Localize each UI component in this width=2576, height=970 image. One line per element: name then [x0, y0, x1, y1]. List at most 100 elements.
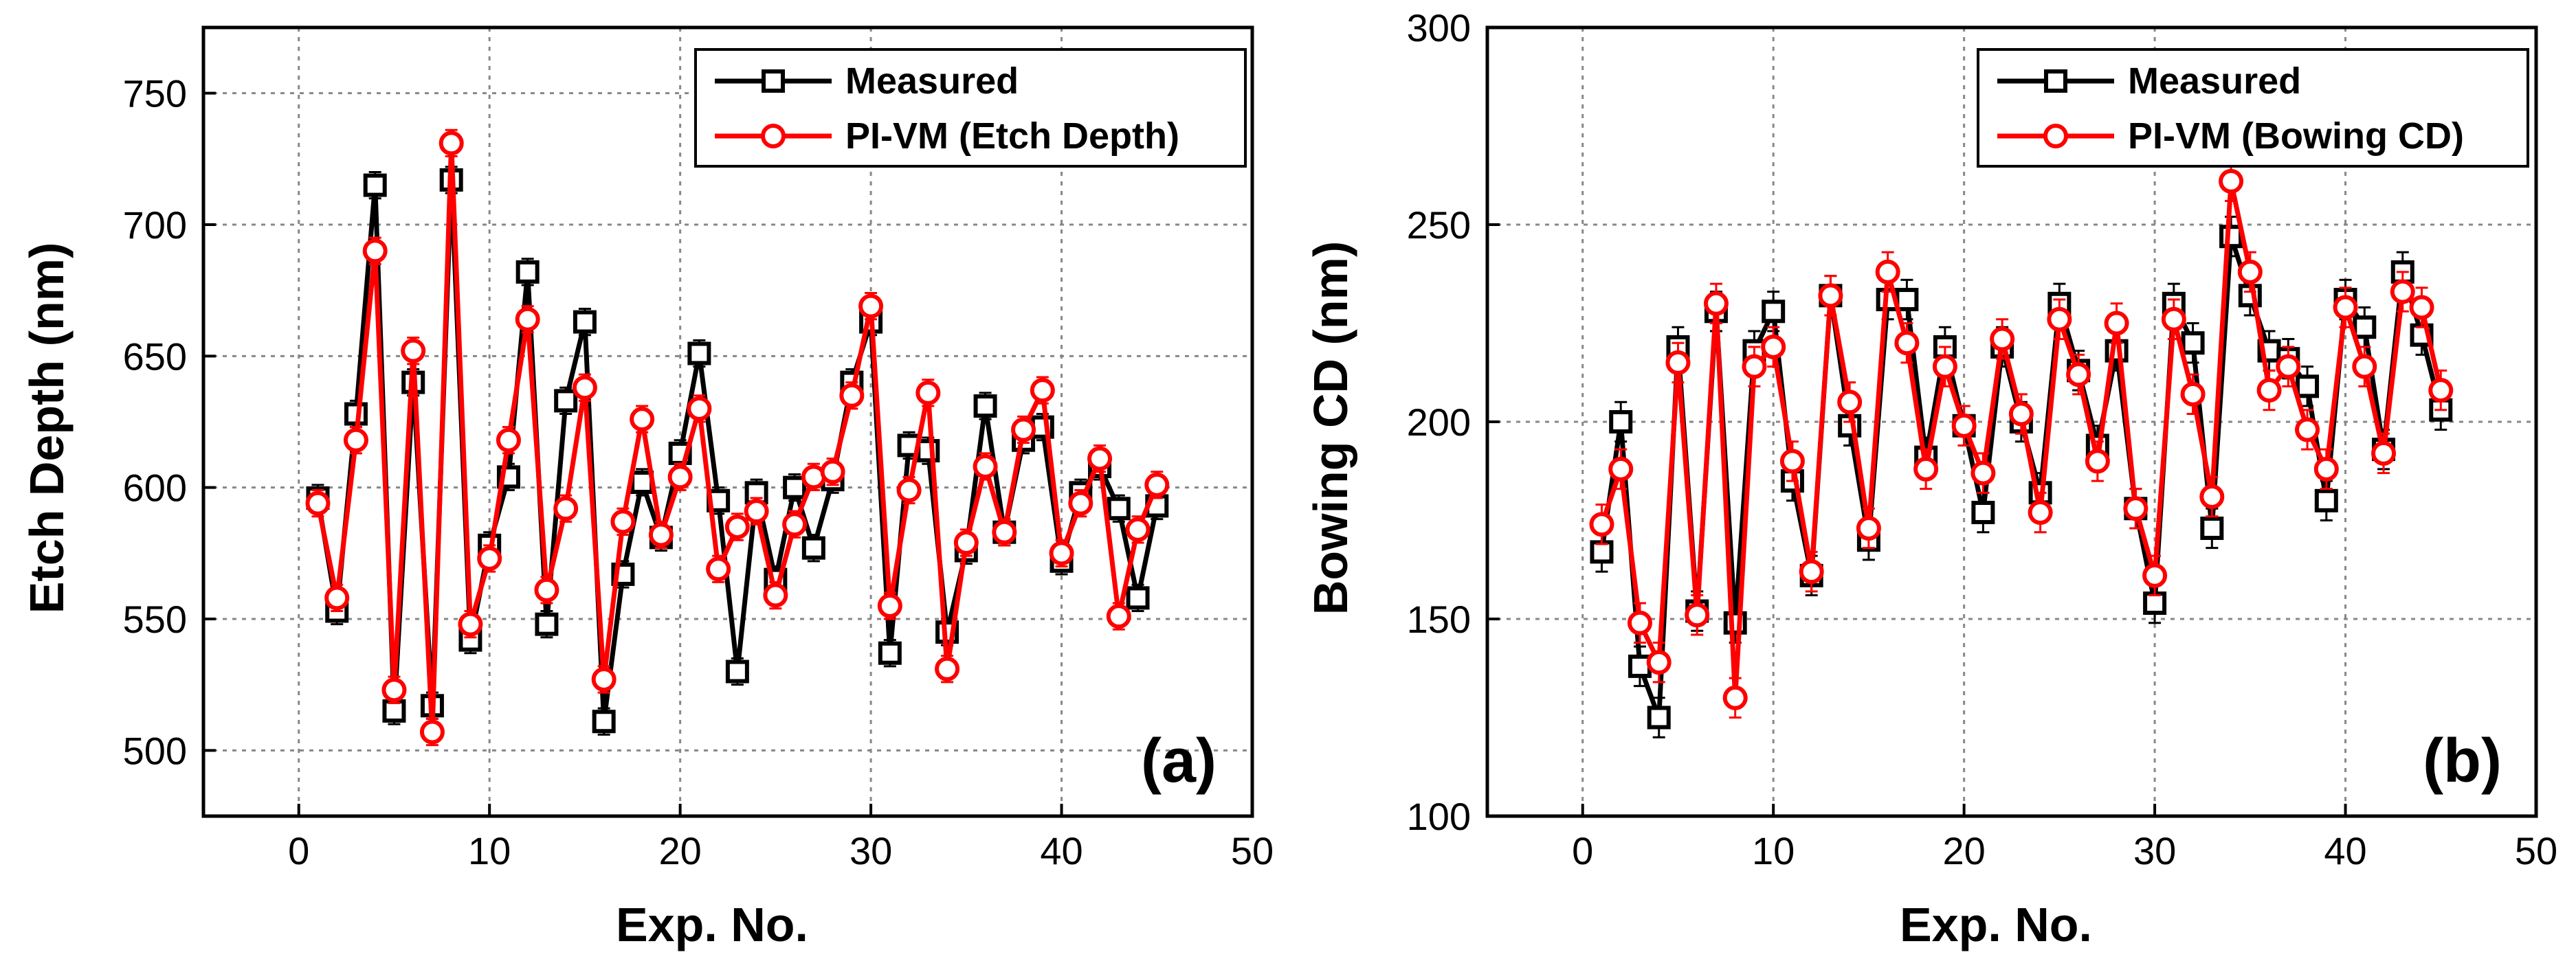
- data-point: [591, 667, 617, 692]
- data-point: [935, 656, 960, 681]
- data-point: [687, 396, 712, 421]
- data-point: [1144, 472, 1170, 497]
- data-point: [820, 459, 845, 484]
- data-point: [725, 659, 749, 684]
- data-point: [1703, 291, 1729, 316]
- data-point: [2104, 311, 2129, 336]
- data-point: [630, 471, 654, 495]
- series-pi-vm: [1589, 160, 2454, 719]
- data-point: [592, 710, 616, 734]
- data-point: [1609, 410, 1633, 433]
- legend-marker: [2044, 69, 2067, 93]
- data-point: [1628, 654, 1652, 678]
- data-point: [1608, 456, 1634, 482]
- data-point: [1646, 650, 1672, 675]
- data-point: [2066, 362, 2091, 387]
- data-point: [896, 477, 922, 503]
- x-tick-label: 40: [1040, 829, 1082, 872]
- data-point: [782, 512, 808, 537]
- legend-label-pi-vm-bowing-cd: PI-VM (Bowing CD): [2128, 115, 2464, 157]
- data-point: [1665, 350, 1691, 375]
- panel-a-plot-frame: [201, 25, 1254, 818]
- data-point: [2123, 496, 2148, 521]
- x-tick-label: 0: [1572, 829, 1593, 872]
- data-point: [2219, 168, 2244, 194]
- legend-label-measured: Measured: [845, 60, 1019, 102]
- legend-marker: [762, 69, 785, 93]
- panel-a-series: [305, 128, 1170, 747]
- data-point: [1742, 354, 1767, 379]
- data-point: [1856, 515, 1881, 541]
- legend-label-pi-vm-etch-depth: PI-VM (Etch Depth): [845, 115, 1179, 157]
- panel-b-legend-box: [1977, 48, 2529, 168]
- data-point: [2028, 500, 2053, 526]
- data-point: [915, 380, 941, 405]
- data-point: [1970, 460, 1996, 486]
- data-point: [362, 238, 388, 264]
- legend-item-pi-vm-bowing-cd: PI-VM (Bowing CD): [1997, 115, 2464, 157]
- data-point: [1125, 517, 1151, 542]
- data-point: [2085, 449, 2110, 474]
- data-point: [382, 699, 406, 723]
- legend-marker-square-icon: [2044, 69, 2067, 93]
- y-tick-label: 100: [1407, 795, 1471, 838]
- data-point: [763, 583, 788, 608]
- legend-marker-circle-icon: [761, 124, 786, 148]
- data-point: [2371, 440, 2397, 466]
- legend-marker-square-icon: [762, 69, 785, 93]
- panel-a-y-axis-title: Etch Depth (nm): [20, 242, 74, 614]
- data-point: [1068, 490, 1093, 516]
- panel-a-label: (a): [1141, 727, 1217, 796]
- panel-b-series: [1589, 160, 2454, 738]
- data-point: [2142, 563, 2168, 588]
- data-point: [2180, 381, 2206, 407]
- data-point: [783, 475, 807, 499]
- data-point: [1722, 685, 1748, 710]
- panel-b-y-axis-title: Bowing CD (nm): [1304, 241, 1357, 615]
- data-point: [1761, 334, 1786, 359]
- data-point: [438, 131, 464, 156]
- data-point: [1030, 378, 1055, 403]
- data-point: [324, 585, 350, 611]
- data-point: [1106, 604, 1131, 629]
- data-point: [667, 464, 693, 490]
- panel-b-x-axis-title: Exp. No.: [1900, 898, 2092, 951]
- panel-a-legend-box: [694, 48, 1247, 168]
- data-point: [2143, 591, 2167, 616]
- x-tick-label: 30: [850, 829, 892, 872]
- y-tick-label: 250: [1407, 203, 1471, 247]
- data-point: [2296, 374, 2320, 398]
- data-point: [1011, 417, 1036, 442]
- data-point: [1932, 354, 1957, 379]
- data-point: [610, 509, 636, 534]
- data-point: [1087, 446, 1113, 471]
- data-point: [1685, 602, 1710, 628]
- data-point: [2333, 295, 2358, 320]
- y-tick-label: 150: [1407, 598, 1471, 641]
- data-point: [706, 556, 731, 582]
- x-tick-label: 50: [2515, 829, 2557, 872]
- data-point: [2008, 401, 2034, 427]
- data-point: [2314, 488, 2338, 512]
- data-point: [2200, 516, 2224, 540]
- legend-label-measured: Measured: [2128, 60, 2301, 102]
- data-point: [1590, 540, 1614, 564]
- panel-b-ticks: 0 10 20 30 40 50 100 150 200 250 300: [1407, 6, 2558, 872]
- data-point: [2199, 484, 2225, 510]
- x-tick-label: 0: [288, 829, 309, 872]
- data-point: [1049, 541, 1074, 566]
- x-tick-label: 40: [2324, 829, 2366, 872]
- data-point: [496, 427, 521, 453]
- data-point: [573, 310, 597, 334]
- data-point: [878, 641, 902, 665]
- panel-a-ticks: 0 10 20 30 40 50 500 550 600 650 700 750: [123, 72, 1274, 872]
- legend-marker-circle-icon: [2043, 124, 2068, 148]
- x-tick-label: 30: [2133, 829, 2176, 872]
- data-point: [1990, 326, 2015, 352]
- y-tick-label: 500: [123, 729, 187, 772]
- data-point: [1951, 413, 1977, 438]
- data-point: [877, 593, 902, 618]
- data-point: [1799, 559, 1824, 585]
- panel-b-label: (b): [2423, 727, 2502, 796]
